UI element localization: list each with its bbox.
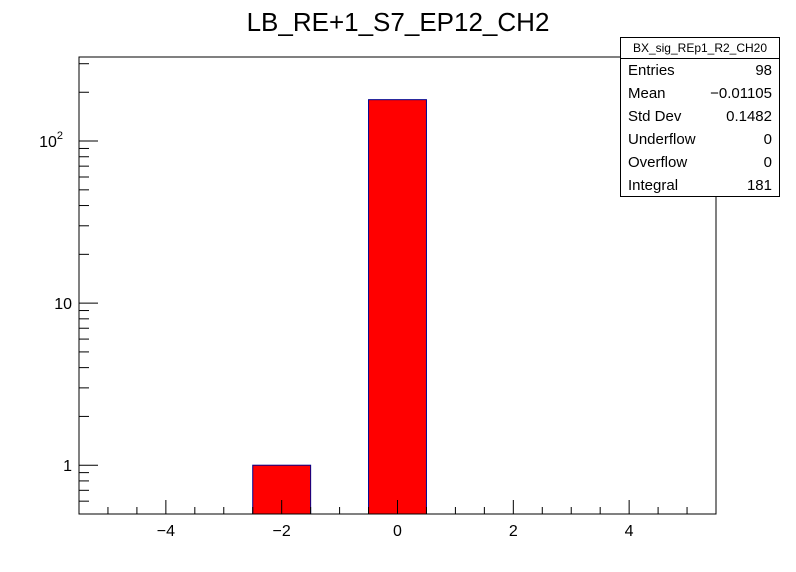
stats-row-mean: Mean −0.01105 (621, 82, 779, 105)
histogram-bar (368, 99, 427, 515)
y-tick-label: 10 (54, 296, 72, 313)
stats-row-integral: Integral 181 (621, 174, 779, 197)
stats-value: 0 (763, 154, 772, 171)
x-tick-label: 4 (625, 523, 634, 540)
tick-labels-layer: −4 −2 0 2 4 1 10 102 (39, 130, 634, 540)
y-tick-label: 1 (63, 458, 72, 475)
stats-value: 0.1482 (726, 108, 772, 125)
stats-value: −0.01105 (710, 85, 772, 102)
stats-value: 181 (746, 177, 772, 194)
stats-value: 0 (763, 131, 772, 148)
stats-label: Underflow (628, 131, 696, 148)
stats-row-std-dev: Std Dev 0.1482 (621, 105, 779, 128)
x-tick-label: −2 (273, 523, 291, 540)
stats-box-title: BX_sig_REp1_R2_CH20 (621, 38, 779, 59)
x-tick-label: 0 (393, 523, 402, 540)
stats-label: Overflow (628, 154, 688, 171)
stats-row-entries: Entries 98 (621, 59, 779, 82)
chart-title: LB_RE+1_S7_EP12_CH2 (247, 7, 550, 37)
stats-row-overflow: Overflow 0 (621, 151, 779, 174)
y-tick-label: 102 (39, 130, 63, 151)
stats-label: Mean (628, 85, 666, 102)
stats-box: BX_sig_REp1_R2_CH20 Entries 98 Mean −0.0… (620, 37, 780, 197)
x-tick-label: −4 (157, 523, 175, 540)
stats-label: Integral (628, 177, 679, 194)
x-tick-label: 2 (509, 523, 518, 540)
ticks-layer (78, 63, 717, 515)
stats-row-underflow: Underflow 0 (621, 128, 779, 151)
stats-label: Std Dev (628, 108, 682, 125)
stats-value: 98 (755, 62, 772, 79)
stats-label: Entries (628, 62, 675, 79)
